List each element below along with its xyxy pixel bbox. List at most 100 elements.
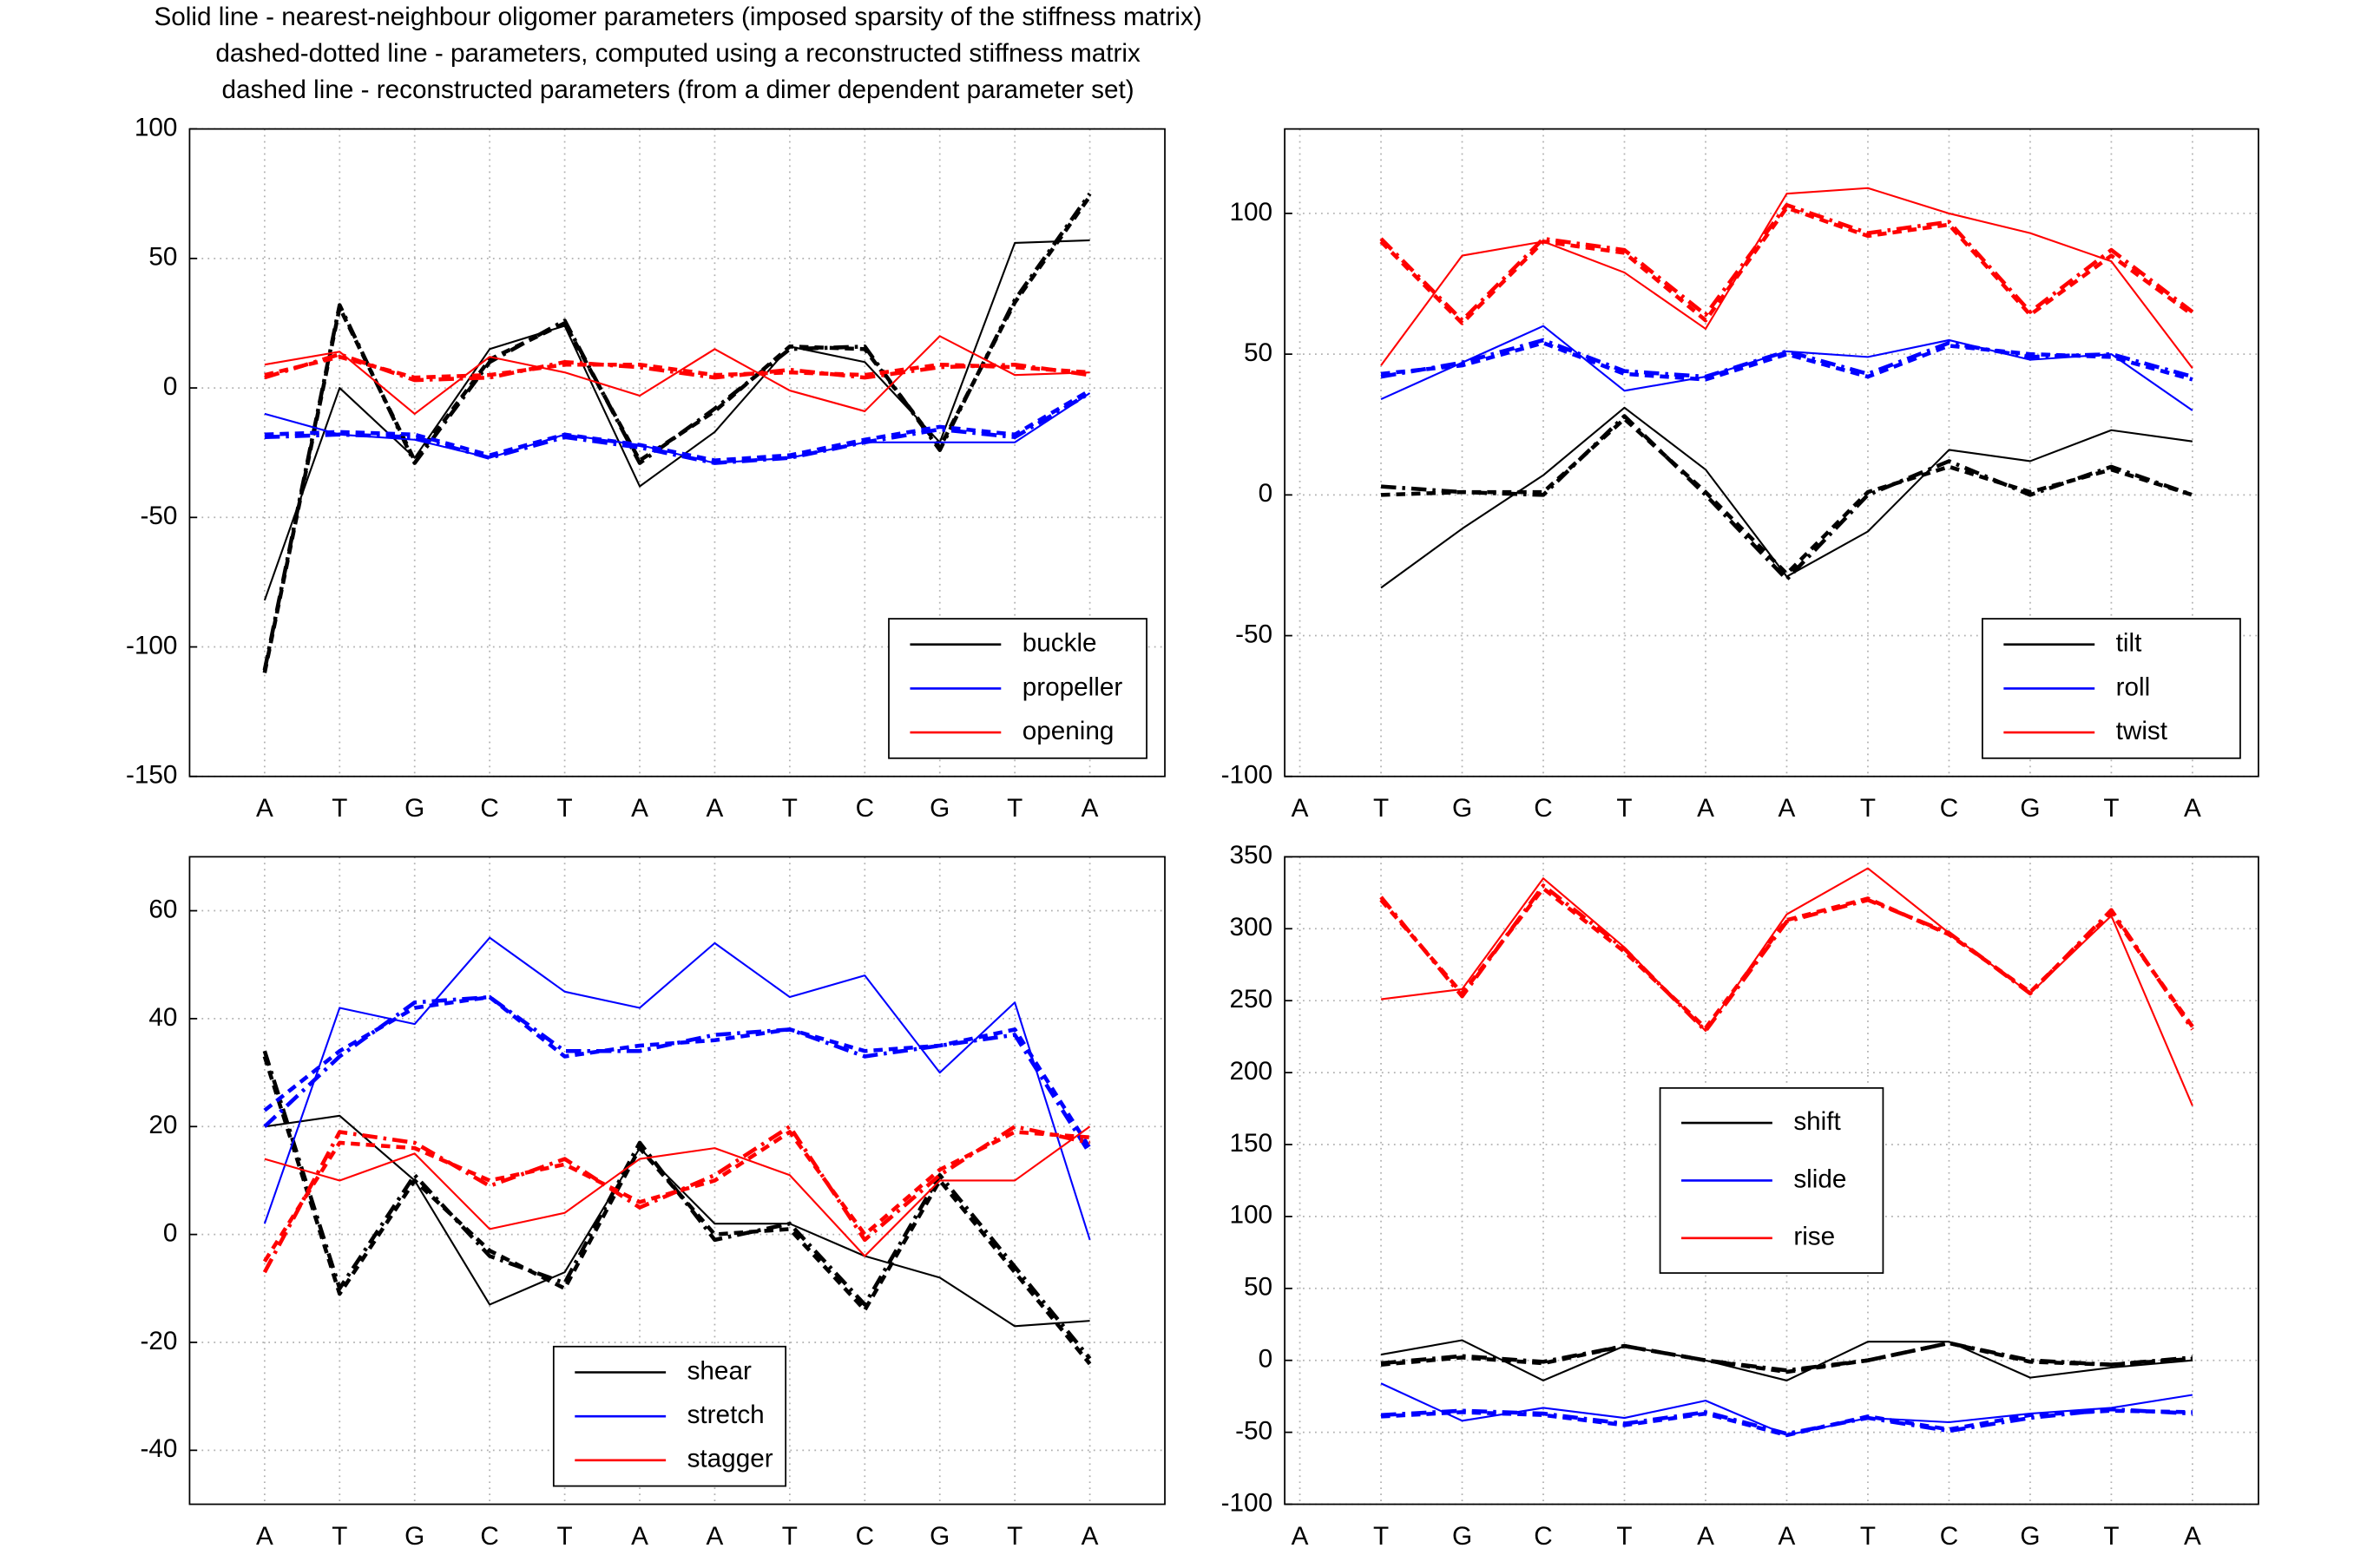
y-tick-label: 60 (148, 895, 177, 923)
series-line (1380, 1341, 2193, 1374)
legend-label: shear (687, 1356, 752, 1385)
series-line (1380, 1407, 2193, 1436)
x-tick-label: T (1007, 1522, 1022, 1551)
x-tick-label: C (856, 794, 874, 823)
legend-label: stretch (687, 1401, 765, 1429)
y-tick-label: 0 (1259, 479, 1273, 508)
x-tick-label: T (332, 1522, 347, 1551)
y-tick-label: -100 (1221, 761, 1272, 790)
y-tick-label: 100 (1230, 1201, 1273, 1230)
legend-label: buckle (1022, 629, 1097, 658)
x-tick-label: G (1452, 1522, 1472, 1551)
y-tick-label: 0 (1259, 1345, 1273, 1374)
series-line (263, 936, 1091, 1241)
legend-label: slide (1793, 1165, 1846, 1193)
series-line (264, 352, 1090, 383)
series-line (1380, 1339, 2193, 1381)
y-tick-label: 50 (1244, 1273, 1272, 1302)
series-line (1379, 202, 2194, 323)
legend-label: stagger (687, 1445, 773, 1473)
x-tick-label: A (1779, 1522, 1796, 1551)
x-tick-label: T (782, 794, 798, 823)
x-tick-label: C (856, 1522, 874, 1551)
series-line (264, 392, 1091, 464)
series-line (262, 1130, 1090, 1263)
x-tick-label: T (1373, 794, 1389, 823)
figure-title: dashed-dotted line - parameters, compute… (215, 39, 1141, 68)
series-line (264, 389, 1091, 463)
legend-label: shift (1793, 1107, 1841, 1136)
y-tick-label: 100 (1230, 198, 1273, 226)
x-tick-label: C (1940, 1522, 1958, 1551)
series-line (264, 1125, 1091, 1257)
x-tick-label: C (1534, 794, 1552, 823)
x-tick-label: T (1860, 1522, 1876, 1551)
legend-label: twist (2116, 717, 2168, 745)
x-tick-label: G (1452, 794, 1472, 823)
series-line (262, 194, 1092, 673)
x-tick-label: A (1292, 1522, 1309, 1551)
series-line (1380, 340, 2193, 382)
x-tick-label: A (256, 1522, 273, 1551)
series-line (263, 994, 1092, 1155)
y-tick-label: 50 (148, 243, 177, 272)
legend-label: rise (1793, 1223, 1835, 1251)
x-tick-label: A (1292, 794, 1309, 823)
legend-label: roll (2116, 672, 2151, 701)
plot-frame (188, 856, 1166, 1506)
x-tick-label: T (2103, 1522, 2119, 1551)
y-tick-label: 250 (1230, 985, 1273, 1014)
x-tick-label: T (1616, 1522, 1632, 1551)
x-tick-label: A (2184, 794, 2201, 823)
plot-frame (188, 128, 1166, 777)
y-tick-label: -50 (1235, 620, 1272, 648)
x-tick-label: A (1697, 1522, 1714, 1551)
y-tick-label: -100 (126, 631, 177, 659)
x-tick-label: A (707, 1522, 724, 1551)
x-tick-label: G (930, 794, 950, 823)
x-tick-label: C (480, 794, 498, 823)
figure-title: dashed line - reconstructed parameters (… (222, 75, 1134, 104)
x-tick-label: T (332, 794, 347, 823)
x-tick-label: A (256, 794, 273, 823)
series-line (262, 1050, 1092, 1361)
y-tick-label: 0 (163, 372, 178, 401)
y-tick-label: 100 (135, 113, 178, 141)
series-line (1380, 417, 2193, 576)
y-tick-label: -100 (1221, 1488, 1272, 1517)
x-tick-label: A (1779, 794, 1796, 823)
x-tick-label: T (1373, 1522, 1389, 1551)
y-tick-label: -20 (141, 1327, 178, 1355)
x-tick-label: A (631, 794, 648, 823)
x-tick-label: G (404, 794, 424, 823)
series-line (263, 994, 1092, 1150)
series-line (1379, 886, 2194, 1030)
series-line (263, 239, 1090, 601)
x-tick-label: G (930, 1522, 950, 1551)
x-tick-label: A (1082, 794, 1099, 823)
figure-title: Solid line - nearest-neighbour oligomer … (154, 3, 1201, 31)
y-tick-label: 40 (148, 1003, 177, 1032)
y-tick-label: 150 (1230, 1129, 1273, 1158)
legend-label: propeller (1022, 672, 1123, 701)
series-line (1380, 1408, 2193, 1438)
x-tick-label: A (631, 1522, 648, 1551)
y-tick-label: -50 (141, 502, 178, 530)
x-tick-label: T (1860, 794, 1876, 823)
x-tick-label: A (1082, 1522, 1099, 1551)
series-line (264, 335, 1090, 415)
y-tick-label: 350 (1230, 841, 1273, 869)
y-tick-label: 20 (148, 1111, 177, 1139)
x-tick-label: G (2020, 794, 2040, 823)
y-tick-label: 50 (1244, 338, 1272, 367)
series-line (262, 1055, 1092, 1366)
series-line (1380, 1341, 2193, 1373)
y-tick-label: 0 (163, 1218, 178, 1247)
x-tick-label: T (2103, 794, 2119, 823)
x-tick-label: G (404, 1522, 424, 1551)
series-line (262, 1125, 1091, 1274)
x-tick-label: T (557, 794, 573, 823)
x-tick-label: A (2184, 1522, 2201, 1551)
y-tick-label: -50 (1235, 1416, 1272, 1445)
x-tick-label: C (1534, 1522, 1552, 1551)
